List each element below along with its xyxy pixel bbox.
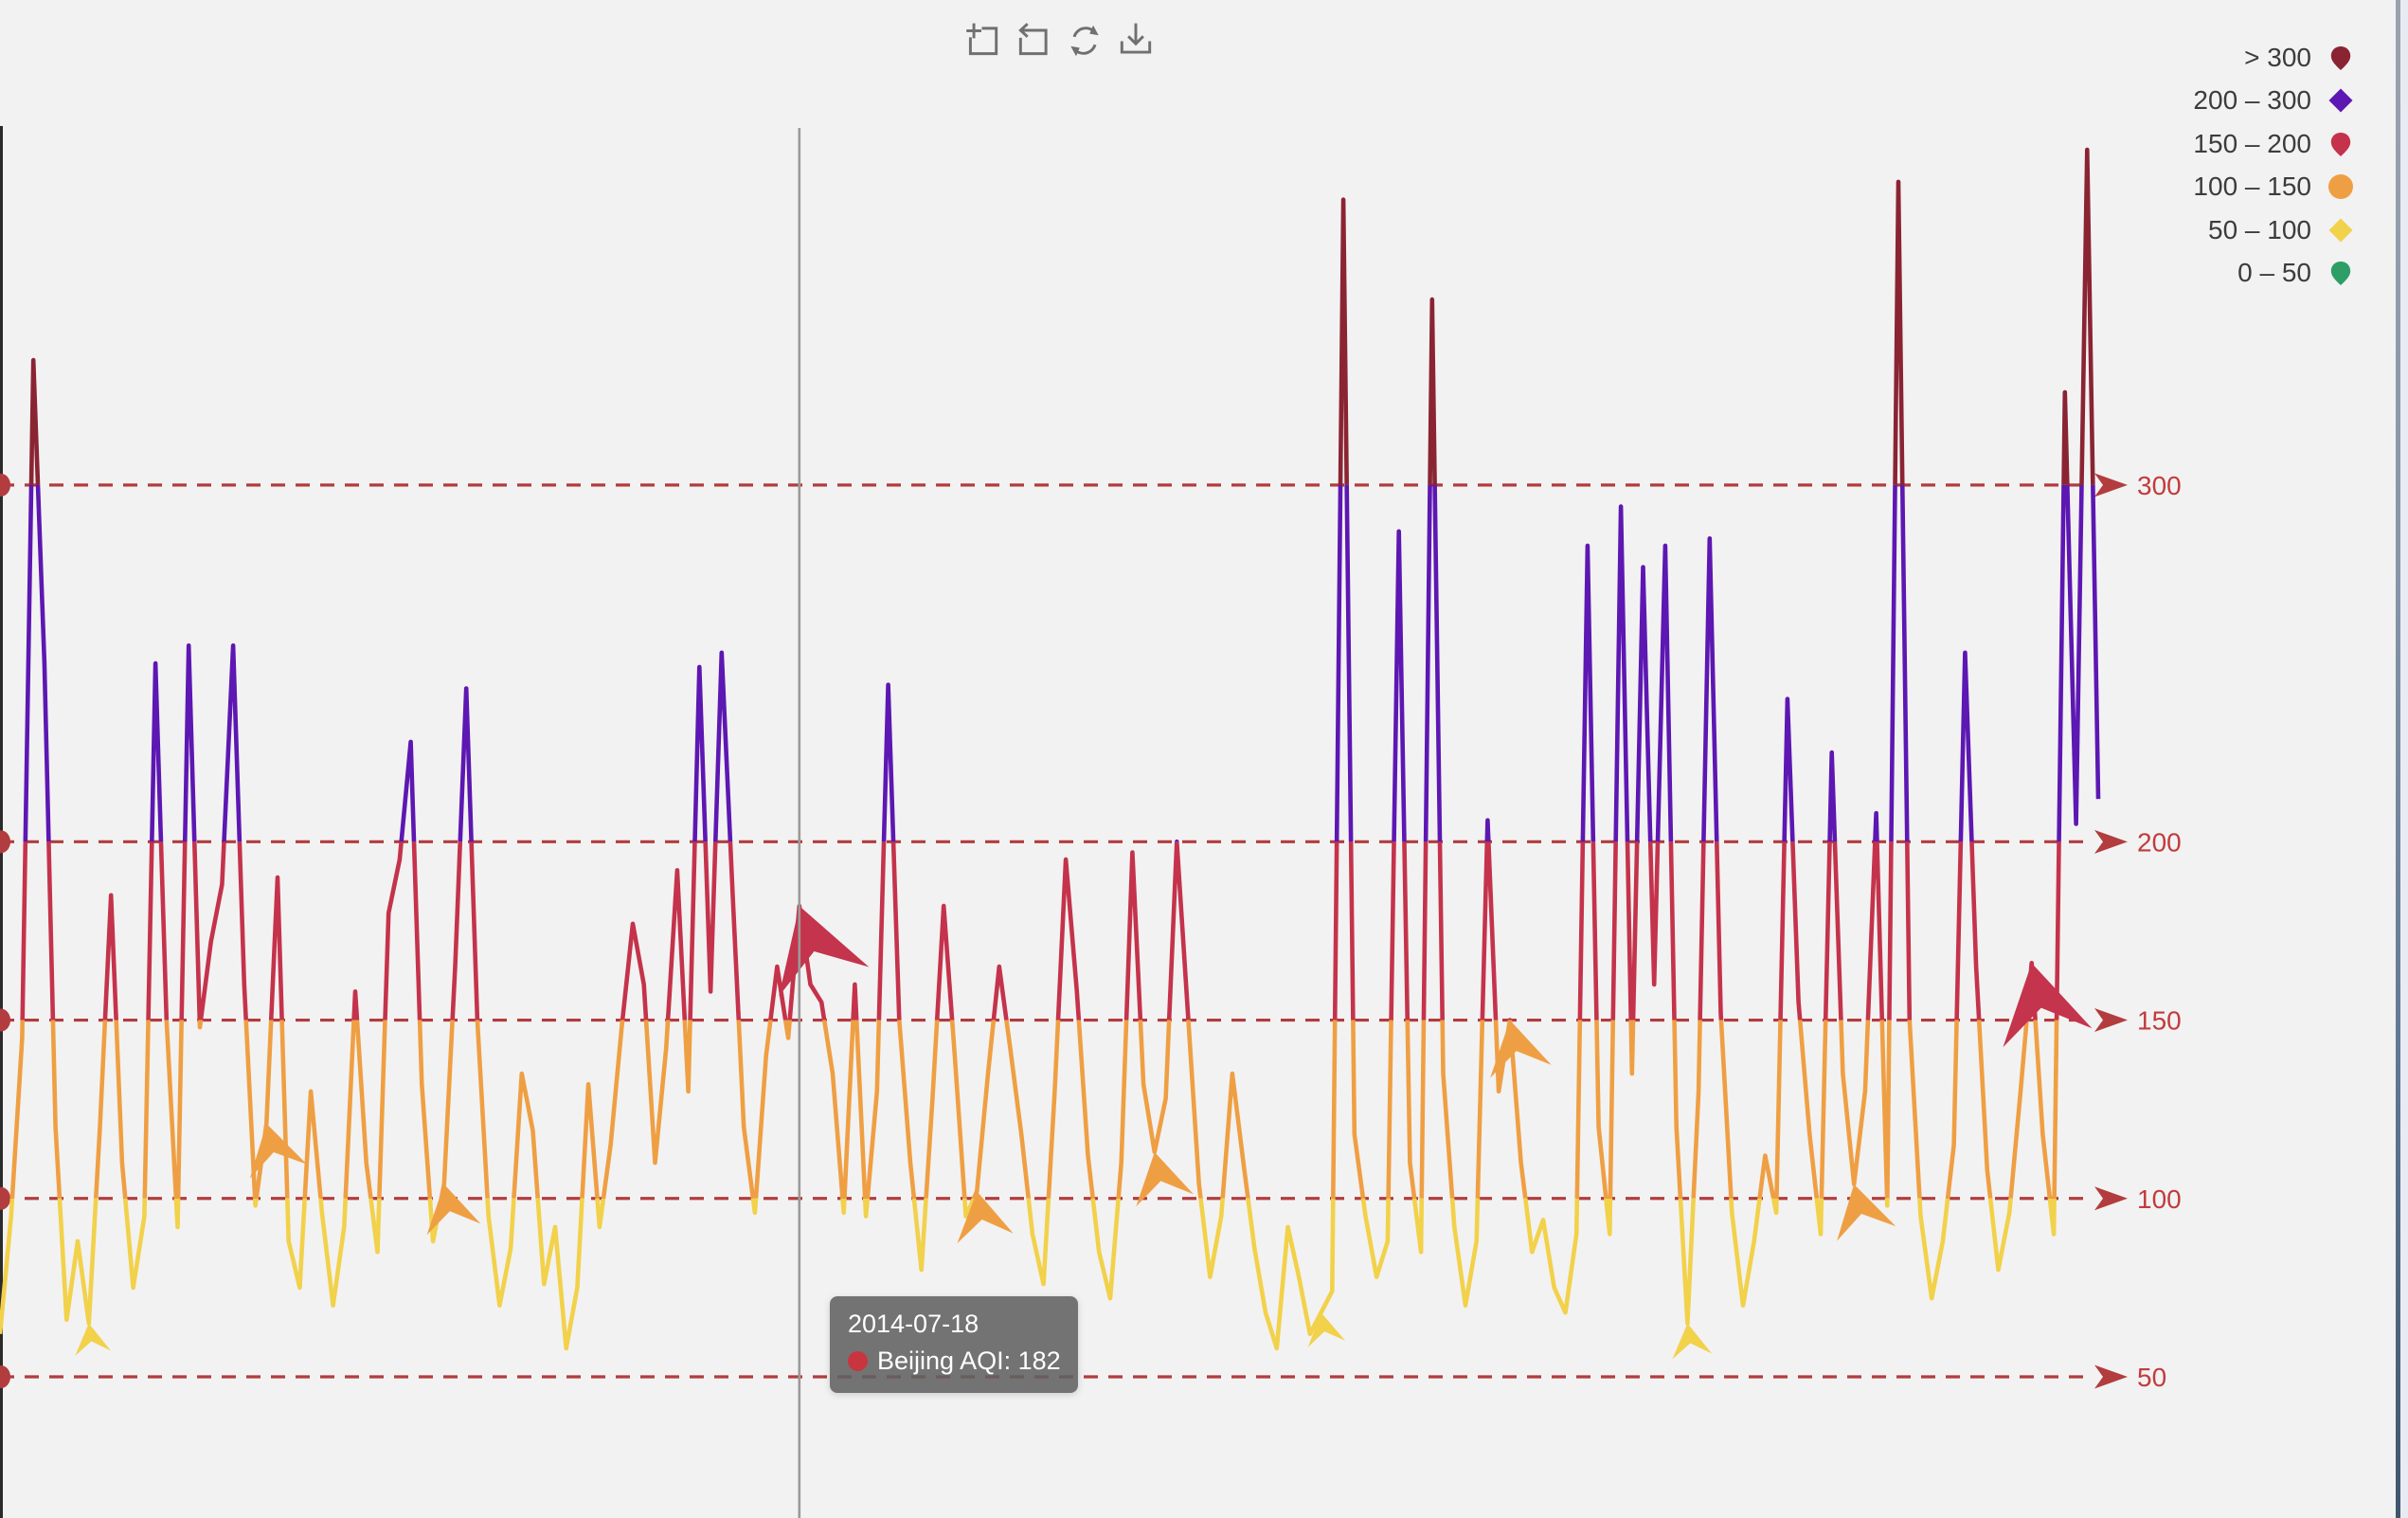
legend-symbol-diamond xyxy=(2328,218,2353,243)
y-axis-line xyxy=(0,126,3,1518)
legend-item-label: > 300 xyxy=(2244,42,2311,72)
arrow-marker[interactable] xyxy=(71,1321,112,1356)
markline-50: 50 xyxy=(0,1363,2166,1392)
legend-item[interactable]: > 300 xyxy=(2193,36,2355,80)
legend-symbol-circle xyxy=(2328,174,2353,200)
aqi-series-segment xyxy=(0,1198,2057,1351)
markline-label: 200 xyxy=(2137,827,2182,857)
markline-start-symbol xyxy=(0,830,10,854)
data-zoom-icon[interactable] xyxy=(962,21,1002,61)
arrow-marker[interactable] xyxy=(1987,953,2093,1048)
zoom-reset-icon[interactable] xyxy=(1014,21,1053,61)
arrow-marker[interactable] xyxy=(1480,1014,1552,1078)
save-image-icon[interactable] xyxy=(1116,21,1156,61)
legend-item-label: 150 – 200 xyxy=(2193,128,2311,158)
legend-symbol-pin xyxy=(2330,45,2351,70)
legend-item-label: 100 – 150 xyxy=(2193,172,2311,202)
legend-item[interactable]: 200 – 300 xyxy=(2193,80,2355,123)
markline-label: 50 xyxy=(2137,1363,2166,1392)
legend-symbol-pin xyxy=(2330,262,2351,286)
tooltip-series-text: Beijing AQI: 182 xyxy=(877,1346,1061,1375)
markline-start-symbol xyxy=(0,473,10,497)
legend-item[interactable]: 50 – 100 xyxy=(2193,208,2355,252)
markline-label: 150 xyxy=(2137,1006,2182,1036)
visualmap-legend: > 300 200 – 300 150 – 200 100 – 150 50 – 100… xyxy=(2193,36,2355,295)
markline-arrow xyxy=(2094,473,2128,497)
legend-symbol-diamond xyxy=(2328,88,2353,113)
markline-arrow xyxy=(2094,1186,2128,1211)
arrow-marker[interactable] xyxy=(417,1179,481,1236)
legend-item[interactable]: 100 – 150 xyxy=(2193,166,2355,209)
legend-item-label: 50 – 100 xyxy=(2208,214,2311,244)
legend-symbol-pin xyxy=(2330,132,2351,156)
toolbox xyxy=(962,21,1156,61)
markline-start-symbol xyxy=(0,1186,10,1210)
tooltip-date: 2014-07-18 xyxy=(848,1310,979,1338)
markline-100: 100 xyxy=(0,1184,2182,1214)
tooltip-series-marker xyxy=(848,1351,868,1371)
markline-arrow xyxy=(2094,1008,2128,1033)
arrow-marker[interactable] xyxy=(754,892,870,997)
legend-item[interactable]: 0 – 50 xyxy=(2193,252,2355,296)
arrow-marker[interactable] xyxy=(949,1186,1014,1244)
markline-arrow xyxy=(2094,1364,2128,1389)
markline-200: 200 xyxy=(0,827,2182,857)
markline-start-symbol xyxy=(0,1365,10,1388)
markline-150: 150 xyxy=(0,1006,2182,1036)
restore-icon[interactable] xyxy=(1065,21,1105,61)
tooltip: 2014-07-18 Beijing AQI: 182 xyxy=(830,1296,1078,1393)
scrollbar-track xyxy=(2400,0,2408,1518)
markline-label: 300 xyxy=(2137,471,2182,500)
scrollbar-thumb[interactable] xyxy=(2396,0,2400,1518)
arrow-marker[interactable] xyxy=(1824,1177,1896,1241)
arrow-marker[interactable] xyxy=(1126,1146,1194,1207)
arrow-marker[interactable] xyxy=(1668,1321,1713,1360)
markline-300: 300 xyxy=(0,471,2182,500)
markline-arrow xyxy=(2094,829,2128,854)
legend-item-label: 200 – 300 xyxy=(2193,85,2311,116)
aqi-series-segment xyxy=(9,1020,2059,1199)
markline-label: 100 xyxy=(2137,1184,2182,1214)
arrow-marker[interactable] xyxy=(1303,1310,1346,1347)
markline-start-symbol xyxy=(0,1008,10,1032)
arrow-marker[interactable] xyxy=(238,1116,307,1179)
legend-item[interactable]: 150 – 200 xyxy=(2193,122,2355,166)
legend-item-label: 0 – 50 xyxy=(2237,258,2311,288)
